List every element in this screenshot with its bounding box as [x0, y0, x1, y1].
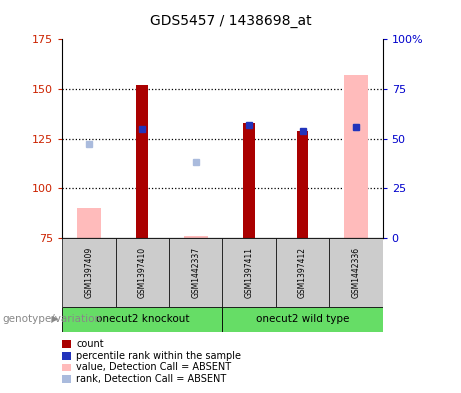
- Text: rank, Detection Call = ABSENT: rank, Detection Call = ABSENT: [76, 374, 226, 384]
- Bar: [136, 85, 148, 238]
- Text: onecut2 knockout: onecut2 knockout: [95, 314, 189, 324]
- Bar: [169, 238, 222, 307]
- Bar: [329, 238, 383, 307]
- Text: GSM1397410: GSM1397410: [138, 246, 147, 298]
- Bar: [243, 123, 255, 238]
- Text: GSM1442336: GSM1442336: [351, 246, 361, 298]
- Text: GSM1442337: GSM1442337: [191, 246, 200, 298]
- Bar: [276, 238, 329, 307]
- Text: GSM1397409: GSM1397409: [84, 246, 94, 298]
- Text: GSM1397411: GSM1397411: [245, 247, 254, 298]
- Bar: [297, 130, 308, 238]
- Bar: [223, 307, 383, 332]
- Bar: [344, 75, 368, 238]
- Bar: [77, 208, 101, 238]
- Text: value, Detection Call = ABSENT: value, Detection Call = ABSENT: [76, 362, 231, 373]
- Text: GDS5457 / 1438698_at: GDS5457 / 1438698_at: [150, 14, 311, 28]
- Text: count: count: [76, 339, 104, 349]
- Text: onecut2 wild type: onecut2 wild type: [256, 314, 349, 324]
- Bar: [116, 238, 169, 307]
- Bar: [223, 238, 276, 307]
- Bar: [62, 238, 116, 307]
- Text: genotype/variation: genotype/variation: [2, 314, 101, 324]
- Bar: [184, 236, 208, 238]
- Bar: [62, 307, 222, 332]
- Text: GSM1397412: GSM1397412: [298, 247, 307, 298]
- Text: percentile rank within the sample: percentile rank within the sample: [76, 351, 241, 361]
